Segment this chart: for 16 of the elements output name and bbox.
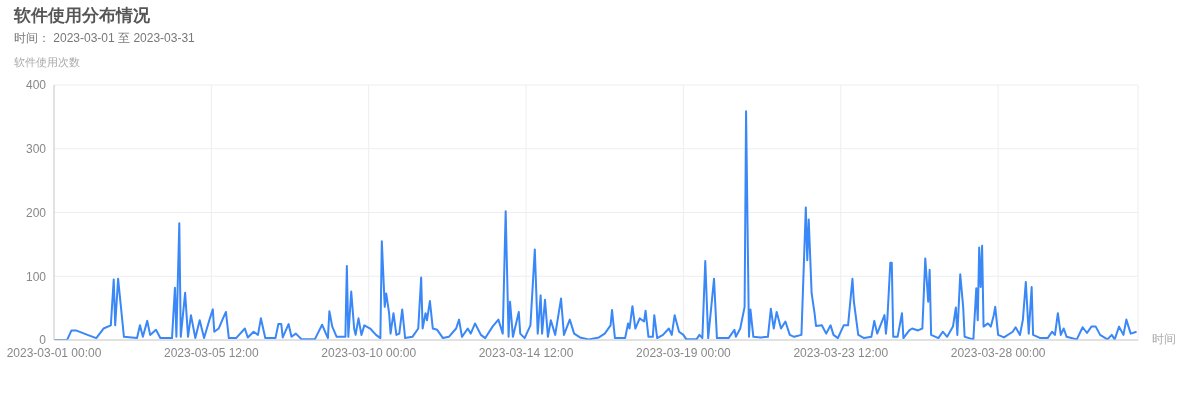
x-tick-label: 2023-03-01 00:00 [6,345,102,360]
y-tick-label: 100 [25,269,47,284]
y-tick-label: 0 [39,333,47,348]
x-axis-title: 时间 [1152,331,1176,348]
chart-title: 软件使用分布情况 [14,5,150,27]
x-tick-label: 2023-03-14 12:00 [478,345,574,360]
y-tick-label: 400 [25,78,47,93]
x-tick-label: 2023-03-10 00:00 [321,345,417,360]
x-tick-label: 2023-03-19 00:00 [636,345,732,360]
y-axis-title: 软件使用次数 [14,55,80,70]
y-tick-label: 300 [25,142,47,157]
y-tick-label: 200 [25,205,47,220]
chart-subtitle: 时间： 2023-03-01 至 2023-03-31 [14,30,195,47]
x-tick-label: 2023-03-23 12:00 [793,345,889,360]
x-tick-label: 2023-03-28 00:00 [950,345,1046,360]
x-tick-label: 2023-03-05 12:00 [163,345,260,360]
